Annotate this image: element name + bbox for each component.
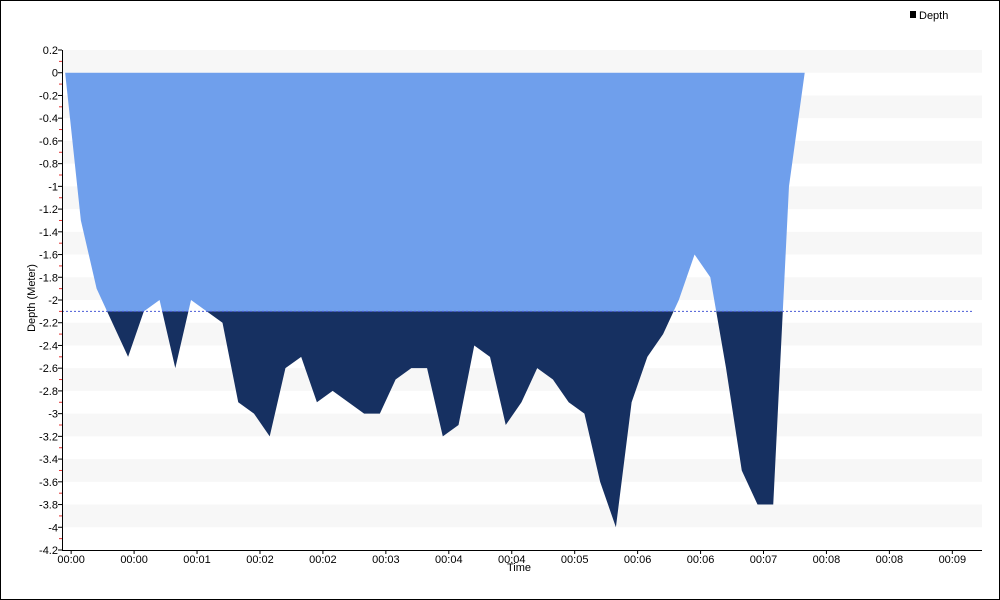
y-tick-label: -3.6 bbox=[39, 477, 58, 489]
grid-band bbox=[62, 459, 982, 482]
grid-band bbox=[62, 413, 982, 437]
y-tick-label: 0.2 bbox=[43, 45, 58, 57]
y-tick-label: -0.2 bbox=[39, 90, 58, 102]
y-tick-label: 0 bbox=[52, 68, 58, 80]
x-tick-label: 00:03 bbox=[372, 554, 400, 566]
legend: Depth bbox=[910, 10, 948, 22]
y-tick-label: -0.8 bbox=[39, 159, 58, 171]
x-tick-label: 00:02 bbox=[246, 554, 274, 566]
x-tick-label: 00:02 bbox=[309, 554, 337, 566]
x-tick-label: 00:00 bbox=[120, 554, 148, 566]
x-tick-label: 00:00 bbox=[57, 554, 85, 566]
y-tick-label: -0.4 bbox=[39, 113, 58, 125]
y-tick-label: -2.8 bbox=[39, 386, 58, 398]
y-tick-label: -1 bbox=[48, 181, 58, 193]
y-axis-title: Depth (Meter) bbox=[26, 264, 38, 332]
y-tick-label: -1.4 bbox=[39, 227, 58, 239]
y-tick-label: -2.2 bbox=[39, 318, 58, 330]
depth-area-below-threshold bbox=[107, 311, 783, 528]
y-tick-label: -4.2 bbox=[39, 545, 58, 557]
x-tick-label: 00:08 bbox=[813, 554, 841, 566]
y-tick-label: -3 bbox=[48, 409, 58, 421]
legend-label: Depth bbox=[919, 10, 948, 22]
y-tick-label: -3.8 bbox=[39, 500, 58, 512]
y-tick-label: -1.8 bbox=[39, 272, 58, 284]
y-axis-ticks: 0.2 0 -0.2 -0.4 -0.6 -0.8 -1 -1.2 -1.4 -1.6 -1.8 -2… bbox=[39, 45, 62, 557]
y-tick-label: -1.6 bbox=[39, 250, 58, 262]
y-tick-label: -3.4 bbox=[39, 454, 58, 466]
x-tick-label: 00:09 bbox=[939, 554, 967, 566]
y-tick-label: -4 bbox=[48, 522, 58, 534]
x-tick-label: 00:01 bbox=[183, 554, 211, 566]
y-tick-label: -3.2 bbox=[39, 431, 58, 443]
x-tick-label: 00:06 bbox=[624, 554, 652, 566]
y-tick-label: -2.6 bbox=[39, 363, 58, 375]
axes bbox=[62, 50, 982, 551]
depth-area-above-threshold bbox=[65, 72, 805, 312]
y-tick-label: -1.2 bbox=[39, 204, 58, 216]
x-tick-label: 00:04 bbox=[435, 554, 463, 566]
grid-band bbox=[62, 50, 982, 73]
legend-swatch bbox=[910, 11, 916, 18]
x-tick-label: 00:08 bbox=[876, 554, 904, 566]
x-axis-ticks: 00:00 00:00 00:01 00:02 00:02 00:03 00:04 00:04… bbox=[57, 550, 966, 566]
y-tick-label: -2 bbox=[48, 295, 58, 307]
x-tick-label: 00:07 bbox=[750, 554, 778, 566]
y-tick-label: -2.4 bbox=[39, 340, 58, 352]
x-axis-title: Time bbox=[507, 562, 531, 574]
x-tick-label: 00:06 bbox=[687, 554, 715, 566]
depth-area bbox=[65, 72, 805, 528]
y-tick-label: -0.6 bbox=[39, 136, 58, 148]
grid-band bbox=[62, 504, 982, 528]
x-tick-label: 00:05 bbox=[561, 554, 589, 566]
x-tick-label: 00:04 bbox=[498, 554, 526, 566]
